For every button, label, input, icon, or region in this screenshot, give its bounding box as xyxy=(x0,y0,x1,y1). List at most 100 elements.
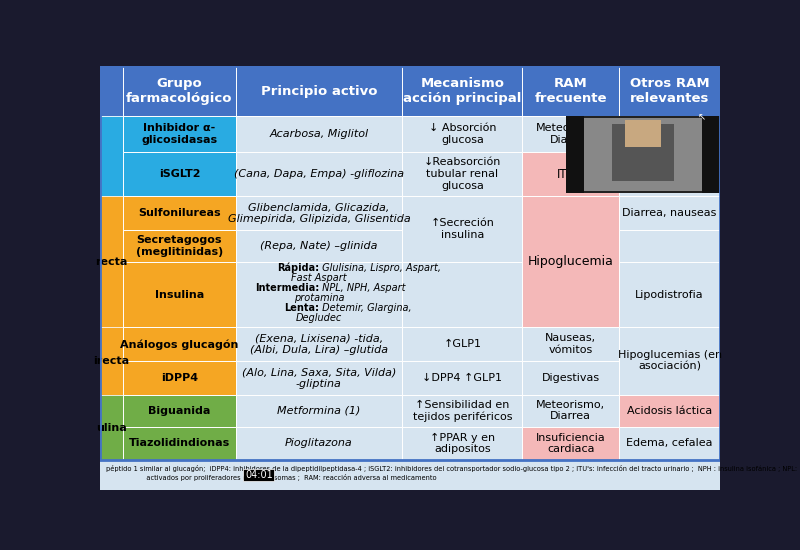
Text: Fast Aspart: Fast Aspart xyxy=(291,273,346,283)
Text: ↓Reabsorción
tubular renal
glucosa: ↓Reabsorción tubular renal glucosa xyxy=(424,157,501,191)
Text: Otros RAM
relevantes: Otros RAM relevantes xyxy=(630,77,710,105)
Text: Tiazolidindionas: Tiazolidindionas xyxy=(129,438,230,448)
Text: Hipoglucemia: Hipoglucemia xyxy=(528,255,614,268)
Text: iDPP4: iDPP4 xyxy=(161,373,198,383)
Text: recta: recta xyxy=(95,257,128,267)
Bar xyxy=(236,327,402,361)
Bar xyxy=(522,196,619,327)
Bar xyxy=(100,196,123,327)
Bar xyxy=(123,196,236,230)
Bar xyxy=(619,327,720,395)
Bar xyxy=(619,116,720,152)
Bar xyxy=(100,116,123,196)
Bar xyxy=(522,66,619,116)
Text: Rápida:: Rápida: xyxy=(277,263,319,273)
Text: Acidosis láctica: Acidosis láctica xyxy=(627,406,712,416)
Bar xyxy=(123,395,236,427)
Bar xyxy=(522,361,619,395)
Bar xyxy=(619,427,720,460)
Bar xyxy=(236,152,402,196)
Bar xyxy=(100,460,720,490)
Text: Meteorismo,
Diarrea: Meteorismo, Diarrea xyxy=(536,123,606,145)
Text: Nauseas,
vómitos: Nauseas, vómitos xyxy=(546,333,596,355)
Bar xyxy=(243,469,274,481)
Bar xyxy=(522,395,619,427)
Text: Análogos glucagón: Análogos glucagón xyxy=(120,339,238,349)
Bar xyxy=(619,230,720,262)
Text: (Cana, Dapa, Empa) -gliflozina: (Cana, Dapa, Empa) -gliflozina xyxy=(234,169,404,179)
Text: ↓DPP4 ↑GLP1: ↓DPP4 ↑GLP1 xyxy=(422,373,502,383)
Bar xyxy=(123,361,236,395)
Bar xyxy=(236,361,402,395)
Text: Meteorismo,
Diarrea: Meteorismo, Diarrea xyxy=(536,400,606,421)
Text: Degludec: Degludec xyxy=(296,314,342,323)
Text: Pioglitazona: Pioglitazona xyxy=(285,438,353,448)
Text: Grupo
farmacológico: Grupo farmacológico xyxy=(126,77,233,105)
Bar xyxy=(566,116,585,193)
Text: Hipoglucemias (en
asociación): Hipoglucemias (en asociación) xyxy=(618,350,722,372)
Text: protamina: protamina xyxy=(294,293,344,303)
Bar xyxy=(567,118,718,191)
Text: Insulina: Insulina xyxy=(155,290,204,300)
Bar xyxy=(522,427,619,460)
Text: ITU's: ITU's xyxy=(557,168,585,180)
Text: (Repa, Nate) –glinida: (Repa, Nate) –glinida xyxy=(260,241,378,251)
Text: Diarrea, nauseas: Diarrea, nauseas xyxy=(622,208,717,218)
Text: ↑Secreción
insulina: ↑Secreción insulina xyxy=(430,218,494,240)
Text: ulina: ulina xyxy=(96,422,127,432)
Bar xyxy=(123,427,236,460)
Bar xyxy=(619,196,720,230)
Text: (Exena, Lixisena) -tida,
(Albi, Dula, Lira) –glutida: (Exena, Lixisena) -tida, (Albi, Dula, Li… xyxy=(250,333,388,355)
Text: irecta: irecta xyxy=(94,356,130,366)
Bar xyxy=(236,427,402,460)
Text: ↑GLP1: ↑GLP1 xyxy=(443,339,482,349)
Bar xyxy=(402,427,522,460)
Text: Glibenclamida, Glicazida,
Glimepirida, Glipizida, Glisentida: Glibenclamida, Glicazida, Glimepirida, G… xyxy=(227,202,410,224)
Text: Insuficiencia
cardiaca: Insuficiencia cardiaca xyxy=(536,433,606,454)
Text: 04:01: 04:01 xyxy=(245,470,273,480)
Bar xyxy=(522,327,619,361)
Bar xyxy=(402,262,522,327)
Bar xyxy=(402,361,522,395)
Text: NPL, NPH, Aspart: NPL, NPH, Aspart xyxy=(319,283,406,293)
Bar xyxy=(236,262,402,327)
Text: péptido 1 similar al glucagón;  iDPP4: inhibidores de la dipeptidilpeptidasa-4 ;: péptido 1 similar al glucagón; iDPP4: in… xyxy=(106,465,798,472)
Bar xyxy=(619,395,720,427)
Bar xyxy=(522,152,619,196)
Text: iSGLT2: iSGLT2 xyxy=(158,169,200,179)
Text: Detemir, Glargina,: Detemir, Glargina, xyxy=(319,303,411,313)
Bar xyxy=(402,395,522,427)
Bar xyxy=(236,196,402,230)
Bar xyxy=(123,116,236,152)
Text: Secretagogos
(meglitinidas): Secretagogos (meglitinidas) xyxy=(136,235,223,257)
Text: ↑PPAR y en
adipositos: ↑PPAR y en adipositos xyxy=(430,432,495,454)
Text: Edema, cefalea: Edema, cefalea xyxy=(626,438,713,448)
Bar xyxy=(612,124,674,182)
Bar xyxy=(100,66,123,116)
Text: Digestivas: Digestivas xyxy=(542,373,600,383)
Bar xyxy=(100,327,123,395)
Bar xyxy=(100,395,123,460)
Text: Sulfonilureas: Sulfonilureas xyxy=(138,208,221,218)
Text: RAM
frecuente: RAM frecuente xyxy=(534,77,607,105)
Bar xyxy=(402,327,522,361)
Text: ↓ Absorción
glucosa: ↓ Absorción glucosa xyxy=(429,123,496,145)
Bar xyxy=(236,116,402,152)
Text: Lipodistrofia: Lipodistrofia xyxy=(635,290,704,300)
Text: ↖: ↖ xyxy=(698,112,706,122)
Text: Glulisina, Lispro, Aspart,: Glulisina, Lispro, Aspart, xyxy=(319,263,441,273)
Bar xyxy=(619,152,720,196)
Text: Lenta:: Lenta: xyxy=(284,303,319,313)
Bar xyxy=(123,152,236,196)
Bar xyxy=(402,66,522,116)
Bar xyxy=(236,395,402,427)
Text: Acarbosa, Miglitol: Acarbosa, Miglitol xyxy=(270,129,369,139)
Bar xyxy=(522,116,619,152)
Bar xyxy=(619,262,720,327)
Text: Intermedia:: Intermedia: xyxy=(254,283,319,293)
Text: activados por proliferadores de peroxisomas ;  RAM: reacción adversa al medicame: activados por proliferadores de peroxiso… xyxy=(106,474,437,481)
Bar xyxy=(123,230,236,262)
Bar xyxy=(702,116,720,193)
Bar xyxy=(123,66,236,116)
Text: Principio activo: Principio activo xyxy=(261,85,377,97)
